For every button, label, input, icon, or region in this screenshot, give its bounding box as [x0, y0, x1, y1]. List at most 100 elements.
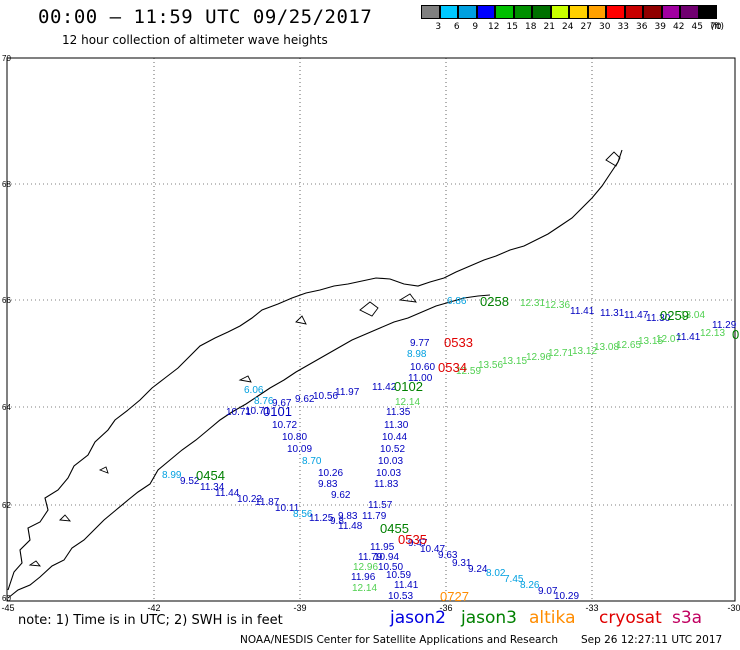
wave-height-label: 8.56 — [293, 509, 313, 520]
wave-height-label: 12.31 — [520, 298, 545, 309]
wave-height-label: 12.71 — [548, 348, 573, 359]
wave-height-label: 8.98 — [407, 349, 427, 360]
wave-height-label: 11.47 — [624, 310, 649, 321]
wave-height-label: 9.67 — [272, 398, 292, 409]
legend-jason2: jason2 — [390, 608, 446, 628]
footer-timestamp: Sep 26 12:27:11 UTC 2017 — [581, 634, 723, 646]
wave-height-label: 6.86 — [447, 296, 467, 307]
wave-height-label: 11.30 — [646, 313, 671, 324]
wave-height-label: 9.07 — [538, 586, 558, 597]
map-frame — [6, 57, 736, 602]
pass-time-label: 0727 — [440, 589, 469, 604]
scale-label: 18 — [525, 22, 537, 32]
scale-swatch — [421, 5, 440, 19]
scale-label: 24 — [562, 22, 574, 32]
wave-height-label: 10.09 — [287, 444, 312, 455]
wave-height-label: 11.41 — [394, 580, 419, 591]
scale-label: 45 — [691, 22, 703, 32]
wave-height-label: 7.45 — [504, 574, 524, 585]
map-title: 00:00 – 11:59 UTC 09/25/2017 — [38, 6, 373, 28]
wave-height-label: 9.24 — [468, 564, 488, 575]
wave-height-label: 9.77 — [410, 338, 430, 349]
wave-height-label: 9.83 — [318, 479, 338, 490]
wave-height-label: 11.57 — [368, 500, 393, 511]
wave-height-label: 9.8 — [330, 516, 344, 527]
scale-label: 21 — [543, 22, 555, 32]
pass-time-label: 0 — [732, 327, 739, 342]
longitude-label: -39 — [293, 603, 306, 613]
wave-height-label: 10.72 — [272, 420, 297, 431]
scale-label: 33 — [617, 22, 629, 32]
scale-swatch — [661, 5, 680, 19]
wave-height-label: 10.03 — [376, 468, 401, 479]
wave-height-label: 8.99 — [162, 470, 182, 481]
legend-s3a: s3a — [672, 608, 703, 628]
wave-height-label: 11.97 — [335, 387, 360, 398]
footer-credit: NOAA/NESDIS Center for Satellite Applica… — [240, 634, 558, 646]
wave-height-label: 10.71 — [245, 406, 270, 417]
latitude-label: 60 — [2, 594, 11, 603]
wave-height-label: 11.30 — [384, 420, 409, 431]
wave-height-label: 11.31 — [600, 308, 625, 319]
wave-height-label: 10.52 — [380, 444, 405, 455]
wave-height-label: 10.50 — [378, 562, 403, 573]
scale-swatch — [606, 5, 625, 19]
wave-height-label: 8.76 — [254, 396, 274, 407]
wave-height-label: 11.41 — [676, 332, 701, 343]
wave-height-label: 11.83 — [374, 479, 399, 490]
wave-height-label: 9.62 — [331, 490, 351, 501]
scale-label: 27 — [580, 22, 592, 32]
wave-height-label: 11.79 — [362, 511, 387, 522]
graticule — [7, 58, 735, 601]
wave-height-label: 10.47 — [420, 544, 445, 555]
latitude-label: 62 — [2, 501, 11, 510]
wave-height-label: 10.03 — [378, 456, 403, 467]
latitude-label: 66 — [2, 296, 11, 305]
wave-height-label: 9.47 — [408, 538, 428, 549]
pass-time-label: 0533 — [444, 335, 473, 350]
scale-swatch — [698, 5, 717, 19]
wave-height-label: 13.56 — [478, 360, 503, 371]
footer-note: note: 1) Time is in UTC; 2) SWH is in fe… — [18, 613, 283, 628]
scale-swatch — [550, 5, 569, 19]
scale-swatch — [569, 5, 588, 19]
longitude-labels: -45 -42 -39 -36 -33 -30 — [1, 603, 740, 613]
latitude-label: 70 — [2, 54, 11, 63]
wave-height-label: 13.04 — [680, 310, 705, 321]
pass-time-label: 0102 — [394, 379, 423, 394]
scale-swatch — [458, 5, 477, 19]
legend-jason3: jason3 — [461, 608, 517, 628]
legend-altika: altika — [529, 608, 576, 628]
scale-label: 6 — [453, 22, 460, 32]
latitude-label: 68 — [2, 180, 11, 189]
wave-height-label: 13.08 — [594, 342, 619, 353]
wave-height-label: 11.42 — [372, 382, 397, 393]
scale-label: 42 — [673, 22, 685, 32]
wave-height-label: 10.26 — [318, 468, 343, 479]
wave-height-label: 11.95 — [370, 542, 395, 553]
pass-time-label: 0259 — [660, 308, 689, 323]
longitude-label: -36 — [439, 603, 452, 613]
wave-height-label: 11.00 — [408, 373, 433, 384]
scattered-islands — [28, 151, 621, 567]
wave-height-label: 12.13 — [700, 328, 725, 339]
wave-height-label: 13.15 — [502, 356, 527, 367]
pass-time-label: 0101 — [263, 404, 292, 419]
wave-height-label: 9.63 — [438, 550, 458, 561]
wave-height-label: 12.65 — [616, 340, 641, 351]
scale-swatch — [476, 5, 495, 19]
scale-unit: (ft) — [710, 22, 725, 32]
wave-height-label: 9.62 — [295, 394, 315, 405]
wave-height-label: 12.07 — [656, 334, 681, 345]
wave-height-label: 8.02 — [486, 568, 506, 579]
wave-height-label: 10.11 — [275, 503, 300, 514]
wave-height-label: 10.56 — [313, 391, 338, 402]
wave-height-label: 11.35 — [386, 407, 411, 418]
scale-swatch — [587, 5, 606, 19]
wave-height-label: 11.29 — [712, 320, 737, 331]
wave-height-label: 8.26 — [520, 580, 540, 591]
wave-height-label: 13.12 — [572, 346, 597, 357]
scale-label: 15 — [506, 22, 518, 32]
